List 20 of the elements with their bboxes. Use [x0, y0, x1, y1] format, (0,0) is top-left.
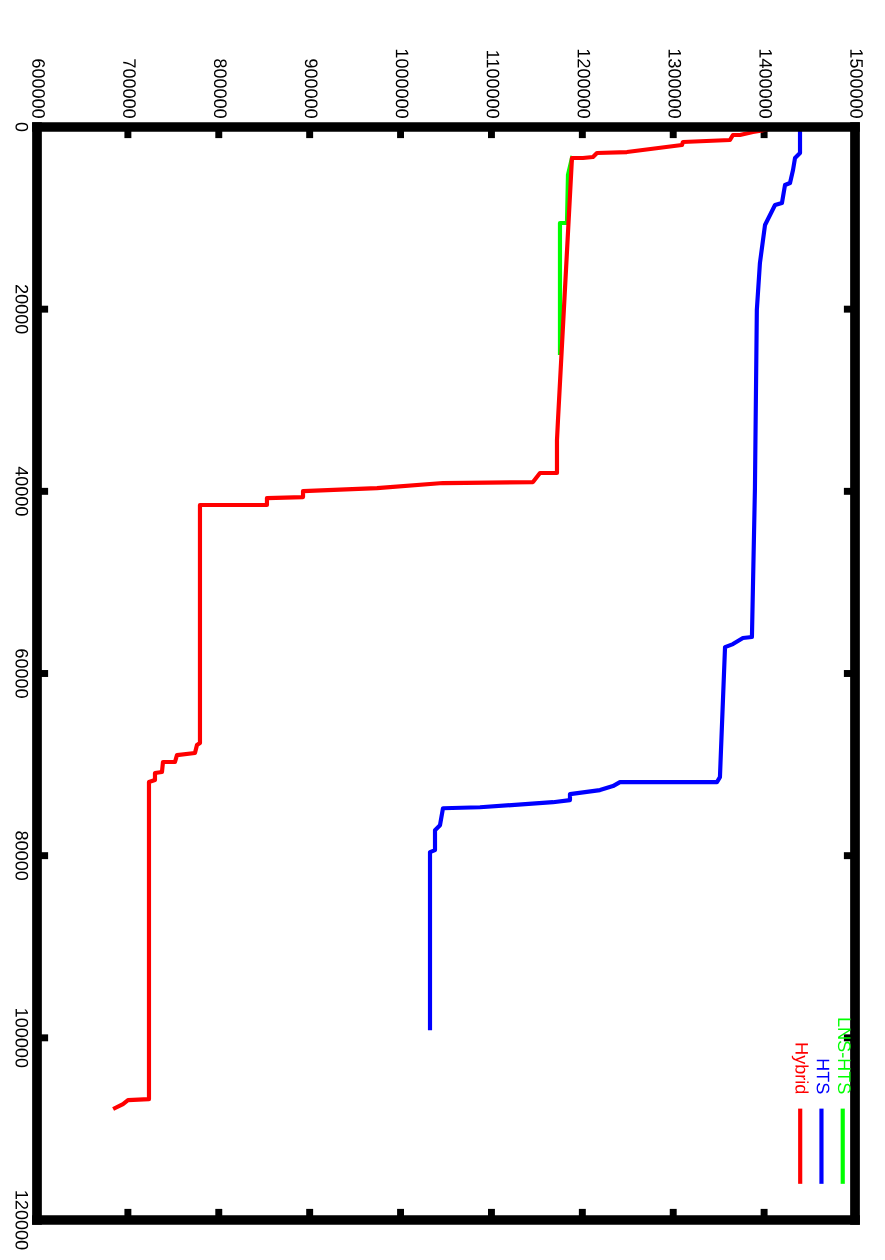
- x-tick-label: 1100000: [486, 51, 500, 118]
- x-tick-label: 1500000: [850, 49, 863, 118]
- x-tick-label: 900000: [304, 59, 318, 118]
- y-tick-label: 80000: [15, 831, 29, 881]
- x-tick-label: 1000000: [395, 49, 409, 118]
- y-tick-label: 0: [15, 122, 29, 132]
- x-tick-label: 700000: [123, 59, 136, 118]
- y-tick-label: 40000: [15, 466, 29, 516]
- x-tick-label: 1200000: [577, 49, 591, 118]
- x-tick-label: 1400000: [759, 49, 773, 118]
- x-tick-label: 600000: [32, 59, 45, 118]
- y-tick-label: 60000: [15, 649, 29, 698]
- text: HTS: [816, 1059, 830, 1094]
- y-tick-label: 120000: [15, 1191, 29, 1250]
- y-tick-label: 20000: [15, 284, 29, 334]
- text: LNS-HTS: [837, 1018, 851, 1094]
- y-tick-label: 100000: [15, 1009, 29, 1068]
- text: Hybrid: [791, 1043, 809, 1094]
- x-tick-label: 1300000: [668, 49, 682, 118]
- x-tick-label: 800000: [213, 59, 227, 118]
